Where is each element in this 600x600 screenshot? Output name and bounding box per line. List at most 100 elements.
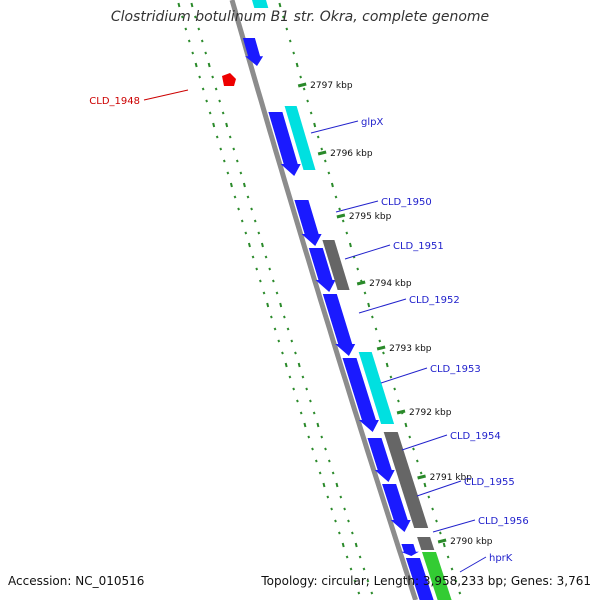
gc-content-dot xyxy=(378,339,382,343)
scale-ruler: 2797 kbp 2796 kbp 2795 kbp 2794 kbp 2793 kbp… xyxy=(297,81,493,547)
gc-content-dot xyxy=(278,2,282,8)
gc-skew-dot xyxy=(264,255,268,259)
gc-content-dot xyxy=(345,231,349,235)
gc-content-dot xyxy=(327,171,331,175)
gc-content-dot xyxy=(292,51,296,55)
gc-content-dot xyxy=(442,542,446,548)
gc-skew-dot xyxy=(235,159,239,163)
gene-label-leader xyxy=(416,480,462,497)
gc-skew-dot xyxy=(242,182,246,188)
gc-skew-dot-inner xyxy=(240,219,244,223)
gc-skew-dot-inner xyxy=(299,411,303,415)
gc-skew-dot-inner xyxy=(255,267,259,271)
gc-skew-dot xyxy=(221,111,225,115)
gc-skew-dot-inner xyxy=(194,62,198,68)
gc-skew-dot xyxy=(320,435,324,439)
gc-skew-dot xyxy=(370,591,374,595)
scale-tick xyxy=(376,345,386,351)
gc-skew-dot xyxy=(204,51,208,55)
gc-skew-dot xyxy=(207,62,211,68)
gc-skew-dot-inner xyxy=(212,122,216,128)
other-gene-block xyxy=(322,240,350,290)
gc-content-dot xyxy=(435,519,438,523)
gc-content-dot xyxy=(367,302,371,308)
gene-label: CLD_1956 xyxy=(478,516,529,527)
reverse-cds-block xyxy=(358,352,395,424)
gc-skew-dot xyxy=(331,471,335,475)
gc-content-dot xyxy=(397,399,400,403)
gc-content-dot xyxy=(341,219,345,223)
gc-content-dot xyxy=(316,135,320,139)
gc-skew-dot xyxy=(246,195,250,199)
forward-cds-arrow xyxy=(342,358,379,432)
gc-skew-dot xyxy=(305,387,309,391)
gc-skew-dot-inner xyxy=(237,207,240,211)
gc-skew-dot-inner xyxy=(251,255,255,259)
gc-content-dot xyxy=(438,531,442,535)
gc-content-dot xyxy=(393,387,397,391)
gene-label: CLD_1952 xyxy=(409,295,460,306)
map-title: Clostridium botulinum B1 str. Okra, comp… xyxy=(110,9,490,25)
gc-skew-dot-inner xyxy=(229,182,233,188)
gc-skew-dot-inner xyxy=(247,242,251,248)
gc-skew-dot xyxy=(286,327,290,331)
gc-content-dot xyxy=(427,495,431,499)
gc-skew-dot-inner xyxy=(284,362,288,368)
gene-label: hprK xyxy=(489,553,513,564)
gc-skew-dot-inner xyxy=(303,422,307,428)
gc-skew-dot-inner xyxy=(341,542,345,548)
gc-skew-dot xyxy=(335,482,339,488)
gc-skew-dot xyxy=(232,147,236,151)
gc-skew-dot xyxy=(301,375,305,379)
gc-skew-dot-inner xyxy=(314,459,318,463)
gc-skew-dot-inner xyxy=(318,471,322,475)
gc-skew-dot-inner xyxy=(258,279,262,283)
gc-skew-dot-inner xyxy=(349,567,353,571)
gc-skew-dot xyxy=(358,555,362,559)
gc-skew-dot xyxy=(275,291,279,295)
gc-content-dot xyxy=(408,435,412,439)
gc-skew-dot-inner xyxy=(337,531,341,535)
scale-tick-label: 2792 kbp xyxy=(409,408,452,418)
gc-skew-dot-inner xyxy=(357,591,361,595)
gc-skew-dot xyxy=(193,15,197,19)
gc-content-dot xyxy=(415,459,419,463)
gc-skew-dot-inner xyxy=(353,579,357,583)
gc-skew-dot xyxy=(354,542,358,548)
gc-content-dot xyxy=(389,375,393,379)
scale-tick xyxy=(417,474,426,480)
gc-skew-dot xyxy=(271,279,275,283)
gene-label-leader xyxy=(335,200,379,213)
gc-skew-dot xyxy=(190,2,194,8)
gc-skew-dot xyxy=(225,122,229,128)
gc-skew-dot-inner xyxy=(201,87,205,91)
gc-skew-dot xyxy=(257,231,261,235)
gc-skew-dot xyxy=(282,315,286,319)
gc-skew-dot-inner xyxy=(292,387,296,391)
scale-tick-label: 2796 kbp xyxy=(330,149,373,159)
scale-tick xyxy=(437,538,447,544)
gc-skew-dot xyxy=(250,207,253,211)
gc-content-dot xyxy=(306,99,310,103)
other-gene-block xyxy=(417,537,435,550)
gc-skew-dot-inner xyxy=(219,147,223,151)
gc-skew-dot-inner xyxy=(296,399,299,403)
gc-skew-dot-inner xyxy=(180,15,184,19)
gc-skew-dot-inner xyxy=(322,482,326,488)
gc-skew-dot xyxy=(218,99,222,103)
gc-skew-dot-inner xyxy=(215,135,219,139)
gc-content-dot xyxy=(281,15,285,19)
gc-skew-dot xyxy=(350,531,354,535)
scale-tick-label: 2795 kbp xyxy=(349,212,392,222)
scale-tick xyxy=(336,213,346,219)
gene-label-leader xyxy=(310,120,359,134)
gene-label-leader xyxy=(380,367,428,384)
gene-label: CLD_1953 xyxy=(430,364,481,375)
gc-skew-dot-inner xyxy=(273,327,277,331)
gc-content-dot xyxy=(423,482,427,488)
gc-content-dot xyxy=(299,75,303,79)
gc-skew-dot-inner xyxy=(311,447,314,451)
gc-skew-dot-inner xyxy=(288,375,292,379)
gc-content-dot xyxy=(419,471,423,475)
